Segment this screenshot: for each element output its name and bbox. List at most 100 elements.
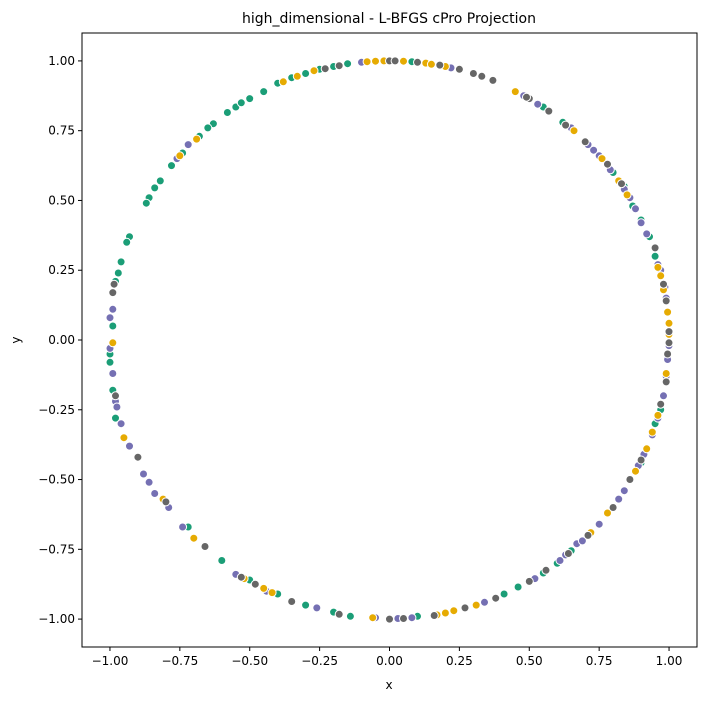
scatter-point xyxy=(580,137,590,147)
scatter-point xyxy=(650,243,660,253)
scatter-point xyxy=(236,98,246,108)
scatter-point xyxy=(139,469,148,479)
scatter-point xyxy=(105,357,115,367)
scatter-point xyxy=(278,77,288,87)
scatter-point xyxy=(301,600,311,610)
scatter-point xyxy=(200,542,210,551)
scatter-point xyxy=(583,530,593,540)
x-axis-label: x xyxy=(385,678,392,692)
x-tick-label: −0.25 xyxy=(301,654,338,668)
scatter-point xyxy=(150,183,160,193)
scatter-point xyxy=(661,296,671,306)
scatter-point xyxy=(141,198,151,208)
scatter-point xyxy=(144,477,154,487)
scatter-point xyxy=(111,413,120,423)
scatter-point xyxy=(661,369,671,378)
scatter-point xyxy=(108,288,118,298)
x-tick-label: 1.00 xyxy=(656,654,683,668)
scatter-point xyxy=(656,399,666,409)
scatter-point xyxy=(167,161,176,171)
scatter-point xyxy=(407,613,417,623)
scatter-point xyxy=(631,204,640,214)
scatter-point xyxy=(116,257,126,267)
scatter-point xyxy=(112,402,122,412)
x-tick-label: −0.75 xyxy=(161,654,198,668)
y-axis-ticks: −1.00 −0.75 −0.50 −0.25 0.00 0.25 0.50 0.75 1.00 xyxy=(38,54,82,626)
scatter-point xyxy=(661,377,671,387)
scatter-point xyxy=(390,56,400,66)
scatter-point xyxy=(524,576,534,586)
scatter-point xyxy=(491,593,501,603)
scatter-point xyxy=(108,304,118,314)
scatter-point xyxy=(653,262,663,272)
scatter-point xyxy=(334,61,344,71)
scatter-point xyxy=(597,154,607,164)
scatter-point xyxy=(345,611,355,621)
scatter-point xyxy=(544,106,554,116)
scatter-point xyxy=(561,120,571,130)
x-tick-label: −1.00 xyxy=(92,654,129,668)
scatter-point xyxy=(664,318,674,328)
scatter-point xyxy=(617,179,626,189)
scatter-point xyxy=(636,218,646,228)
scatter-point xyxy=(663,349,673,359)
scatter-point xyxy=(287,597,297,606)
scatter-point xyxy=(555,556,565,565)
scatter-point xyxy=(113,268,123,278)
chart-title: high_dimensional - L-BFGS cPro Projectio… xyxy=(242,11,536,27)
scatter-point xyxy=(429,611,439,620)
scatter-point xyxy=(614,494,624,504)
scatter-point xyxy=(267,588,277,598)
scatter-point xyxy=(122,237,132,247)
scatter-point xyxy=(663,307,673,317)
y-tick-label: 0.50 xyxy=(48,193,75,207)
scatter-point xyxy=(334,609,344,619)
scatter-point xyxy=(513,582,523,592)
scatter-point xyxy=(510,87,520,97)
scatter-point xyxy=(659,279,668,289)
scatter-point xyxy=(563,549,573,558)
y-tick-label: 0.00 xyxy=(48,333,75,347)
scatter-point xyxy=(133,452,143,462)
scatter-point xyxy=(116,419,126,429)
scatter-point xyxy=(385,614,394,624)
scatter-point xyxy=(477,71,487,81)
scatter-point xyxy=(301,69,311,78)
scatter-point xyxy=(499,589,509,599)
scatter-point xyxy=(488,75,498,85)
scatter-point xyxy=(413,57,422,67)
scatter-point xyxy=(522,92,531,102)
scatter-point xyxy=(111,391,120,401)
scatter-point xyxy=(435,60,445,70)
scatter-point xyxy=(569,126,579,136)
scatter-point xyxy=(108,321,118,331)
scatter-point xyxy=(589,145,599,155)
scatter-point xyxy=(309,66,319,76)
scatter-point xyxy=(161,497,171,507)
scatter-point xyxy=(653,410,663,420)
scatter-point xyxy=(222,108,232,117)
scatter-point xyxy=(245,94,255,104)
scatter-point xyxy=(259,87,269,97)
scatter-point xyxy=(625,475,635,484)
scatter-point xyxy=(454,64,464,74)
scatter-point xyxy=(217,556,227,565)
scatter-point xyxy=(608,503,618,512)
scatter-point xyxy=(541,565,551,575)
y-tick-label: −0.75 xyxy=(38,542,75,556)
scatter-point xyxy=(236,572,246,582)
scatter-point xyxy=(312,603,322,613)
scatter-point xyxy=(471,600,481,610)
scatter-point xyxy=(659,391,668,401)
scatter-point xyxy=(426,59,436,69)
scatter-point xyxy=(178,522,188,532)
scatter-point xyxy=(603,159,612,169)
scatter-point xyxy=(664,327,674,337)
scatter-point xyxy=(125,441,134,451)
scatter-point xyxy=(119,433,129,443)
x-tick-label: −0.50 xyxy=(231,654,268,668)
scatter-point xyxy=(533,99,543,109)
scatter-point xyxy=(343,59,353,69)
